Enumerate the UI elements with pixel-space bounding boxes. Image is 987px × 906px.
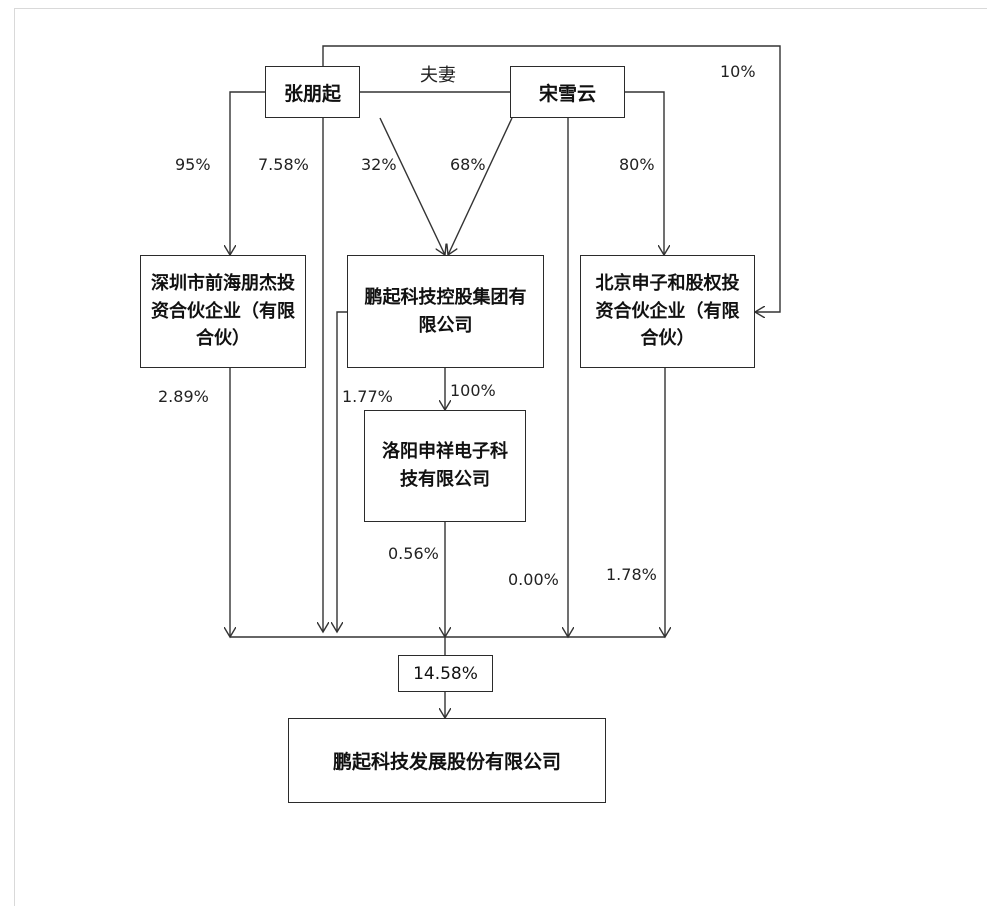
node-luoyang-shenxiang: 洛阳申祥电子科技有限公司: [364, 410, 526, 522]
pct-zhang-beijing: 10%: [720, 62, 756, 81]
node-pengqi-holding-group: 鹏起科技控股集团有限公司: [347, 255, 544, 368]
pct-group-luoyang: 100%: [450, 381, 496, 400]
node-beijing-partnership: 北京申子和股权投资合伙企业（有限合伙）: [580, 255, 755, 368]
edge-zhang-beijing: [322, 45, 781, 312]
edge-song-beijing: [625, 91, 664, 255]
pct-shenzhen-target: 2.89%: [158, 387, 209, 406]
node-beijing-label: 北京申子和股权投资合伙企业（有限合伙）: [595, 272, 740, 350]
total-percentage-box: 14.58%: [398, 655, 493, 692]
pct-song-target: 0.00%: [508, 570, 559, 589]
total-percentage-label: 14.58%: [413, 663, 478, 684]
pct-zhang-shenzhen: 95%: [175, 155, 211, 174]
edge-group-target: [337, 311, 347, 632]
node-song-xueyun: 宋雪云: [510, 66, 625, 118]
diagram-frame: [14, 8, 987, 906]
edge-zhang-group: [379, 117, 445, 255]
pct-group-target: 1.77%: [342, 387, 393, 406]
node-zhang-pengqi: 张朋起: [265, 66, 360, 118]
node-shenzhen-partnership: 深圳市前海朋杰投资合伙企业（有限合伙）: [140, 255, 306, 368]
pct-luoyang-target: 0.56%: [388, 544, 439, 563]
pct-beijing-target: 1.78%: [606, 565, 657, 584]
edge-zhang-shenzhen: [230, 91, 265, 255]
spouse-label: 夫妻: [420, 65, 456, 86]
pct-zhang-target: 7.58%: [258, 155, 309, 174]
edge-song-group: [448, 117, 513, 255]
node-target-label: 鹏起科技发展股份有限公司: [332, 751, 561, 773]
node-zhang-label: 张朋起: [283, 82, 341, 105]
pct-song-beijing: 80%: [619, 155, 655, 174]
pct-song-group: 68%: [450, 155, 486, 174]
node-luoyang-label: 洛阳申祥电子科技有限公司: [382, 441, 508, 490]
node-pengqi-group-label: 鹏起科技控股集团有限公司: [364, 286, 527, 336]
pct-zhang-group: 32%: [361, 155, 397, 174]
node-song-label: 宋雪云: [538, 82, 596, 105]
node-target-company: 鹏起科技发展股份有限公司: [288, 718, 606, 803]
node-shenzhen-label: 深圳市前海朋杰投资合伙企业（有限合伙）: [151, 272, 295, 350]
